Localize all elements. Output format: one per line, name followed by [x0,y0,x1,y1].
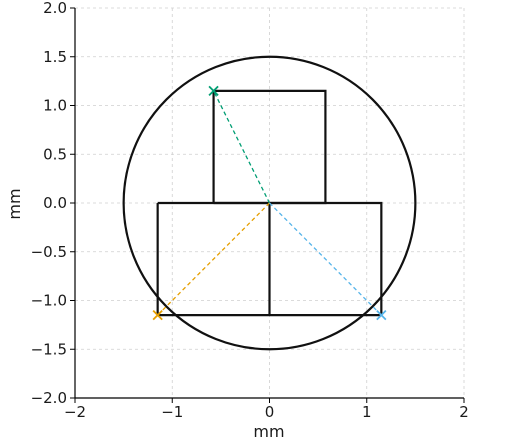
tick-labels: −2 −1 0 1 2 −2.0 −1.5 −1.0 −0.5 0.0 0.5 1.0 1.5 2.0 [31,0,469,421]
y-tick-label: −0.5 [31,243,67,261]
dashed-line [157,202,270,316]
x-tick-label: −2 [64,403,86,421]
y-tick-label: −2.0 [31,389,67,407]
y-tick-label: −1.0 [31,292,67,310]
y-tick-label: 0.5 [43,145,67,163]
plot-shapes [122,55,417,351]
dashed-line [212,90,271,204]
y-tick-label: 2.0 [43,0,67,17]
x-tick-label: −1 [161,403,183,421]
y-tick-label: 0.0 [43,194,67,212]
y-tick-label: 1.5 [43,48,67,66]
y-axis-label: mm [5,188,24,219]
y-tick-label: −1.5 [31,340,67,358]
boundary-circle [122,55,417,351]
x-tick-label: 2 [459,403,469,421]
axes [70,7,465,403]
x-marker [152,309,163,321]
dashed-line [269,202,382,316]
x-axis-label: mm [253,422,284,440]
x-marker [208,85,219,97]
x-tick-label: 0 [265,403,275,421]
y-tick-label: 1.0 [43,97,67,115]
x-marker [376,309,387,321]
x-tick-label: 1 [362,403,372,421]
